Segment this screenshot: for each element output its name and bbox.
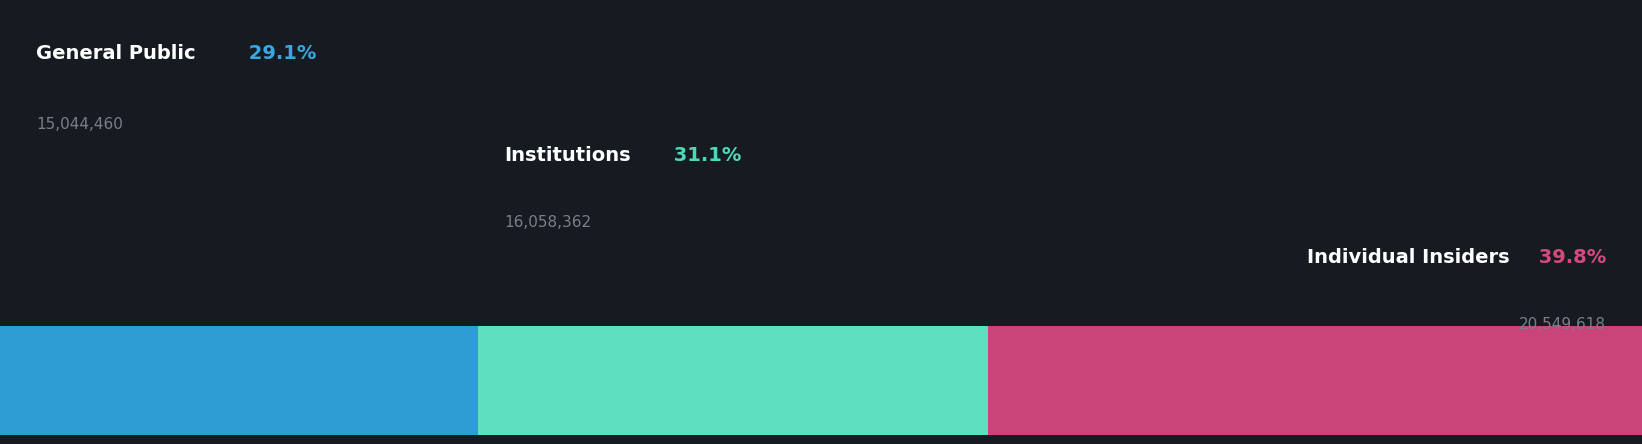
Text: 29.1%: 29.1% [241,44,317,63]
Bar [988,326,1642,435]
Text: 20,549,618: 20,549,618 [1519,317,1606,332]
Text: 15,044,460: 15,044,460 [36,117,123,132]
Text: 16,058,362: 16,058,362 [504,214,591,230]
Bar [0,326,478,435]
Bar [478,326,988,435]
Text: 31.1%: 31.1% [668,146,742,165]
Text: 39.8%: 39.8% [1532,248,1606,267]
Text: Institutions: Institutions [504,146,631,165]
Text: Individual Insiders: Individual Insiders [1307,248,1511,267]
Text: General Public: General Public [36,44,195,63]
